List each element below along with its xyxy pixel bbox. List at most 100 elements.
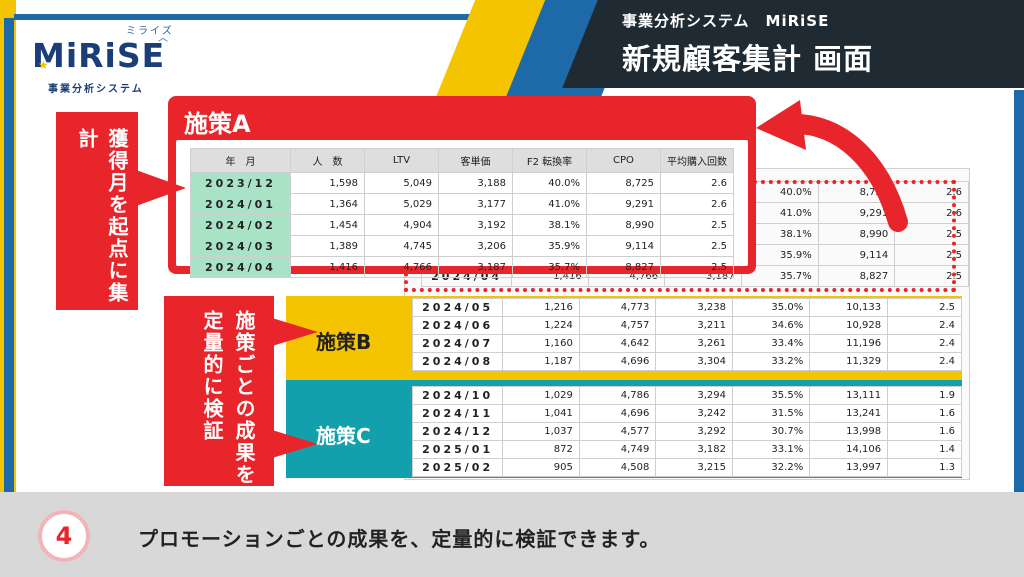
table-cell: 3,187 — [438, 256, 513, 278]
measure-c-label: 施策C — [316, 424, 371, 448]
table-cell: 31.5% — [731, 404, 811, 423]
table-cell: 10,928 — [809, 316, 889, 335]
table-cell: 35.0% — [731, 298, 811, 317]
table-cell: 3,182 — [655, 440, 733, 459]
column-header: 年 月 — [190, 148, 291, 173]
table-cell: 1,389 — [290, 235, 365, 257]
logo: ミライズ ︿ MiRiSE ★ 事業分析システム — [28, 22, 178, 95]
year-month-cell: 2024/10 — [411, 386, 504, 405]
table-cell: 1,041 — [502, 404, 580, 423]
table-row: 2025/02 905 4,508 3,215 32.2% 13,997 1.3 — [411, 458, 962, 477]
table-cell: 3,206 — [438, 235, 513, 257]
frame-left-blue — [4, 18, 14, 492]
note-start-month-text: 獲得月を起点に集計 — [75, 128, 129, 304]
table-cell: 2.4 — [887, 334, 962, 353]
table-cell: 3,177 — [438, 193, 513, 215]
frame-top-blue — [14, 14, 494, 20]
arrow-right-icon — [272, 318, 318, 346]
table-cell: 8,827 — [817, 265, 896, 287]
arrow-right-icon — [136, 170, 186, 206]
table-cell: 3,215 — [655, 458, 733, 477]
table-cell: 1.6 — [887, 422, 962, 441]
table-cell: 4,773 — [578, 298, 657, 317]
table-cell: 4,508 — [578, 458, 657, 477]
header-subtitle: 事業分析システム MiRiSE — [622, 12, 830, 30]
table-cell: 33.1% — [731, 440, 811, 459]
table-cell: 1,029 — [502, 386, 580, 405]
table-row: 2025/01 872 4,749 3,182 33.1% 14,106 1.4 — [411, 440, 962, 459]
table-cell: 30.7% — [731, 422, 811, 441]
table-row: 2024/11 1,041 4,696 3,242 31.5% 13,241 1.6 — [411, 404, 962, 423]
table-cell: 1,224 — [502, 316, 580, 335]
table-cell: 3,192 — [438, 214, 513, 236]
logo-kana: ミライズ — [126, 26, 174, 37]
table-cell: 1,037 — [502, 422, 580, 441]
year-month-cell: 2024/08 — [411, 352, 504, 371]
table-cell: 3,304 — [655, 352, 733, 371]
measure-c-table-wrap: 2024/10 1,029 4,786 3,294 35.5% 13,111 1.9 2024… — [411, 386, 962, 477]
table-cell: 1.9 — [887, 386, 962, 405]
year-month-cell: 2024/11 — [411, 404, 504, 423]
table-row: 2024/05 1,216 4,773 3,238 35.0% 10,133 2.5 — [411, 298, 962, 317]
table-cell: 905 — [502, 458, 580, 477]
year-month-cell: 2024/02 — [190, 214, 291, 236]
year-month-cell: 2024/07 — [411, 334, 504, 353]
table-cell: 40.0% — [512, 172, 587, 194]
table-cell: 4,642 — [578, 334, 657, 353]
year-month-cell: 2024/04 — [190, 256, 291, 278]
column-header: F2 転換率 — [512, 148, 587, 173]
table-row: 2024/10 1,029 4,786 3,294 35.5% 13,111 1.9 — [411, 386, 962, 405]
table-cell: 2.4 — [887, 316, 962, 335]
table-cell: 4,757 — [578, 316, 657, 335]
table-cell: 32.2% — [731, 458, 811, 477]
year-month-cell: 2025/01 — [411, 440, 504, 459]
table-cell: 35.7% — [512, 256, 587, 278]
table-cell: 2.5 — [660, 256, 734, 278]
table-cell: 1,160 — [502, 334, 580, 353]
table-cell: 3,294 — [655, 386, 733, 405]
table-cell: 4,904 — [364, 214, 439, 236]
measure-b-table-wrap: 2024/05 1,216 4,773 3,238 35.0% 10,133 2.5 2024… — [411, 298, 962, 371]
table-cell: 1,454 — [290, 214, 365, 236]
table-cell: 14,106 — [809, 440, 889, 459]
table-cell: 2.6 — [660, 193, 734, 215]
table-cell: 1.4 — [887, 440, 962, 459]
table-cell: 2.5 — [660, 214, 734, 236]
table-row: 2024/08 1,187 4,696 3,304 33.2% 11,329 2.4 — [411, 352, 962, 371]
table-cell: 4,786 — [578, 386, 657, 405]
table-cell: 872 — [502, 440, 580, 459]
table-cell: 41.0% — [512, 193, 587, 215]
table-cell: 4,696 — [578, 404, 657, 423]
year-month-cell: 2024/06 — [411, 316, 504, 335]
table-cell: 1,598 — [290, 172, 365, 194]
table-cell: 5,049 — [364, 172, 439, 194]
table-cell: 34.6% — [731, 316, 811, 335]
table-cell: 1,187 — [502, 352, 580, 371]
table-cell: 3,211 — [655, 316, 733, 335]
table-cell: 8,990 — [586, 214, 661, 236]
table-cell: 3,238 — [655, 298, 733, 317]
table-row: 2024/06 1,224 4,757 3,211 34.6% 10,928 2.4 — [411, 316, 962, 335]
table-cell: 8,827 — [586, 256, 661, 278]
table-cell: 2.6 — [660, 172, 734, 194]
table-row: 2024/04 1,416 4,766 3,187 35.7% 8,827 2.5 — [190, 256, 734, 278]
table-cell: 33.2% — [731, 352, 811, 371]
table-cell: 9,114 — [586, 235, 661, 257]
table-cell: 3,188 — [438, 172, 513, 194]
measure-b-band: 施策B 2024/05 1,216 4,773 3,238 35.0% 10,133 2.5… — [286, 296, 962, 382]
note-start-month: 獲得月を起点に集計 — [56, 112, 138, 310]
footer-caption: プロモーションごとの成果を、定量的に検証できます。 — [138, 527, 661, 551]
table-cell: 3,261 — [655, 334, 733, 353]
table-cell: 10,133 — [809, 298, 889, 317]
logo-wordmark: MiRiSE — [32, 36, 166, 75]
measure-a-card: 施策A 年 月人 数 LTV 客単価 F2 転換率 CPO 平均購入回数 2023/12 1… — [168, 96, 756, 278]
table-cell: 3,242 — [655, 404, 733, 423]
table-cell: 1,216 — [502, 298, 580, 317]
table-cell: 4,696 — [578, 352, 657, 371]
note-verify-text: 施策ごとの成果を定量的に検証 — [200, 310, 256, 486]
measure-c-table: 2024/10 1,029 4,786 3,294 35.5% 13,111 1.9 2024… — [411, 386, 962, 477]
measure-a-table: 年 月人 数 LTV 客単価 F2 転換率 CPO 平均購入回数 2023/12 1,598… — [190, 148, 734, 278]
table-cell: 3,292 — [655, 422, 733, 441]
